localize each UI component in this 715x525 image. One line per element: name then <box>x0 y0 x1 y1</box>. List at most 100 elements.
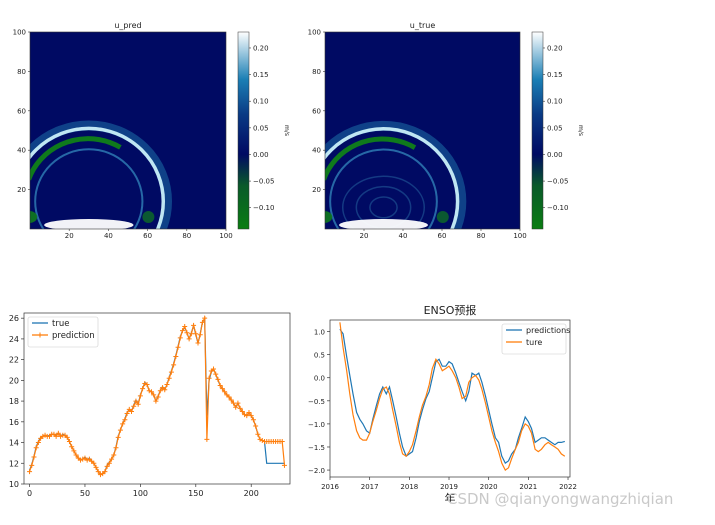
x-tick-label: 0 <box>27 489 32 498</box>
y-tick-label: −0.5 <box>308 398 325 406</box>
data-point <box>179 328 185 334</box>
inner-ring <box>34 148 144 229</box>
y-tick-label: −1.0 <box>308 421 325 429</box>
data-point <box>111 452 117 458</box>
y-tick-label: 0.0 <box>314 375 325 383</box>
colorbar-tick-label: 0.05 <box>253 124 269 132</box>
data-point <box>279 439 285 445</box>
y-tick-label: 24 <box>9 335 19 344</box>
bright-patch <box>44 219 134 229</box>
data-point <box>71 448 77 454</box>
x-tick-label: 80 <box>477 232 486 240</box>
data-point <box>193 331 199 337</box>
y-tick-label: 80 <box>312 68 321 76</box>
data-point <box>237 405 243 411</box>
y-tick-label: 22 <box>9 356 19 365</box>
data-point <box>146 388 152 394</box>
data-point <box>230 400 236 406</box>
data-point <box>211 366 217 372</box>
bright-ring <box>325 127 460 229</box>
line-chart-2: 0 50 100 150 200 10 12 14 16 18 20 22 24 26 true predic… <box>9 312 291 498</box>
y-tick-label: 20 <box>9 376 19 385</box>
watermark: CSDN @qianyongwangzhiqian <box>447 490 674 508</box>
x-tick-label: 50 <box>80 489 90 498</box>
colorbar-tick-label: 0.20 <box>253 44 269 52</box>
colorbar-tick-label: 0.00 <box>253 151 269 159</box>
green-band <box>325 136 450 229</box>
data-point <box>69 444 75 450</box>
series-line-predictions <box>339 328 565 464</box>
data-point <box>120 421 126 427</box>
data-point <box>151 392 157 398</box>
colorbar <box>237 31 250 230</box>
y-tick-label: 10 <box>9 480 19 489</box>
data-point <box>164 382 170 388</box>
x-tick-label: 100 <box>513 232 526 240</box>
y-tick-label: 0.5 <box>314 352 325 360</box>
data-point <box>78 457 84 463</box>
colorbar-tick-label: −0.05 <box>253 178 274 186</box>
x-tick-label: 2021 <box>519 483 537 491</box>
heatmap-title: u_true <box>410 21 436 30</box>
data-point <box>250 417 256 423</box>
data-point <box>29 462 35 468</box>
data-point <box>142 380 148 386</box>
y-tick-label: 14 <box>9 439 19 448</box>
x-tick-label: 2020 <box>480 483 498 491</box>
data-point <box>248 413 254 419</box>
green-corner <box>142 211 155 223</box>
x-tick-label: 2022 <box>559 483 577 491</box>
x-tick-label: 40 <box>399 232 408 240</box>
data-point <box>168 369 174 375</box>
noise-ring <box>369 196 398 219</box>
x-tick-label: 2018 <box>400 483 418 491</box>
data-point <box>97 472 103 478</box>
data-point <box>27 469 33 475</box>
series-line-ture <box>339 322 566 471</box>
colorbar-tick-label: 0.10 <box>253 98 269 106</box>
y-tick-label: −2.0 <box>308 467 325 475</box>
data-point <box>162 387 168 393</box>
data-point <box>102 469 108 475</box>
data-point <box>233 404 239 410</box>
legend-label: predictions <box>526 326 570 335</box>
data-point <box>153 398 159 404</box>
data-point <box>129 408 135 414</box>
y-tick-label: 100 <box>308 29 321 37</box>
data-point <box>35 440 41 446</box>
y-tick-label: −1.5 <box>308 444 325 452</box>
data-point <box>166 375 172 381</box>
data-point <box>84 457 90 463</box>
noise-ring <box>342 175 425 229</box>
x-tick-label: 2019 <box>440 483 458 491</box>
plot-frame <box>29 31 227 230</box>
x-tick-label: 2017 <box>361 483 379 491</box>
data-point <box>253 423 259 429</box>
data-point <box>137 393 143 399</box>
data-point <box>113 445 119 451</box>
halo-ring <box>325 120 467 229</box>
data-point <box>80 456 86 462</box>
data-point <box>155 394 161 400</box>
x-tick-label: 2016 <box>321 483 339 491</box>
halo-ring <box>30 120 172 229</box>
legend-label: prediction <box>52 331 95 341</box>
y-tick-label: 40 <box>17 147 26 155</box>
series-group <box>27 315 287 478</box>
legend-label: true <box>52 319 69 329</box>
data-point <box>202 315 208 321</box>
x-tick-label: 100 <box>133 489 148 498</box>
bright-ring <box>30 126 166 229</box>
data-point <box>235 400 241 406</box>
data-point <box>219 386 225 392</box>
data-point <box>171 362 177 368</box>
heatmap-title: u_pred <box>114 21 141 30</box>
data-point <box>122 417 128 423</box>
x-tick-label: 20 <box>360 232 369 240</box>
y-tick-label: 60 <box>312 107 321 115</box>
data-point <box>246 409 252 415</box>
colorbar <box>531 31 544 230</box>
wave-field <box>325 120 467 229</box>
